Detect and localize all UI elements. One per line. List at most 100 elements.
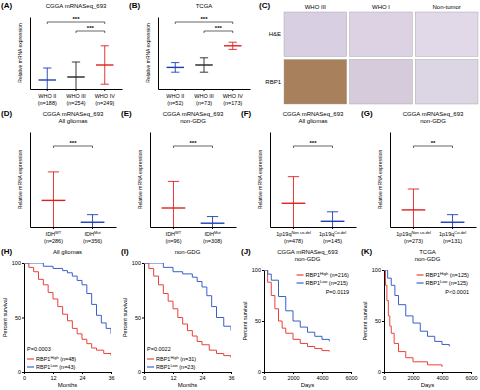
error-bar [288,177,299,227]
y-tick: 100 [12,260,24,266]
marks [39,46,114,89]
column-header: Non-tumor [432,4,460,10]
y-axis [270,133,271,228]
y-axis [30,133,31,228]
error-bar [43,68,51,89]
category-n: (n=286) [44,238,63,244]
legend-superscript: High [440,271,448,276]
y-axis-title: Relative mRNA expression [17,150,23,210]
panel: (G)CGGA mRNASeq_693non-GDG1p19qNon co-de… [361,109,477,244]
error-bar [48,172,59,227]
panel-title: CGGA mRNASeq_693 [403,111,464,117]
x-tick-label: 1p19qCo-del(n=145) [319,230,346,244]
panel-title: TCGA [419,249,436,255]
legend-swatch [27,358,34,359]
x-tick-mark [452,227,453,229]
x-tick-label: IDHMut(n=308) [203,230,222,244]
legend-label: RBP1Low (n=23) [156,363,195,370]
category-text: IDH [46,231,56,237]
category-n: (n=308) [203,238,222,244]
x-tick: WHO II(n=52) [166,89,184,106]
panel-letter: (F) [241,109,252,118]
x-tick: 12 [170,372,176,381]
x-tick: IDHMut(n=356) [83,227,102,244]
x-tick-label: WHO III(n=254) [66,93,86,106]
y-tick-mark [382,372,384,373]
plot: 1p19qNon co-del(n=478)1p19qCo-del(n=145)… [257,133,357,244]
panel: (C)WHO IIIWHO INon-tumorH&ERBP1 [259,1,478,104]
x-tick-label: 0 [143,375,146,381]
x-tick-label: 24 [199,375,205,381]
x-tick-label: 0 [383,375,386,381]
x-tick-label: 2000 [407,375,419,381]
x-tick-mark [442,372,443,374]
legend-swatch [297,274,304,275]
survival-curve [384,270,449,347]
x-axis: 0 12 24 36 [143,372,235,381]
x-tick-label: 1p19qCo-del(n=131) [439,230,466,244]
legend-label: RBP1High (n=125) [426,271,469,278]
x-tick-label: 1p19qNon co-del(n=273) [396,230,431,244]
x-tick-mark [413,372,414,374]
x-tick-label: IDHWT(n=286) [44,230,63,244]
x-tick-mark [212,227,213,229]
axis-line [264,271,265,373]
x-tick-label: WHO III(n=73) [194,93,214,106]
x-tick: 12 [50,372,56,381]
y-axis-title: Percent survival [242,301,248,340]
p-value: P=0.0003 [27,346,51,352]
x-tick-mark [232,89,233,91]
marks [42,172,105,227]
axis-line [30,133,31,228]
panel: (A)CGGA mRNASeq_693WHO II(n=188)WHO III(… [1,1,123,106]
panel-title: CGGA mRNASeq_693 [283,111,344,117]
y-axis: 050100 [12,260,25,375]
category-n: (n=356) [83,238,102,244]
y-tick-mark [22,263,24,264]
category-n: (n=273) [404,238,423,244]
x-tick-label: 12 [50,375,56,381]
category-text: 1p19q [319,231,334,237]
legend-n: (n=48) [59,356,77,362]
legend-superscript: High [50,355,58,360]
legend-label: RBP1High (n=216) [306,271,349,278]
micrograph [350,12,413,57]
y-tick: 100 [252,267,264,273]
x-tick: WHO II(n=188) [38,89,57,106]
significance-label: *** [87,25,95,31]
figure: (A)CGGA mRNASeq_693WHO II(n=188)WHO III(… [0,0,480,390]
panel: (D)CGGA mRNASeq_693All gliomasIDHWT(n=28… [1,109,117,244]
y-tick-mark [262,372,264,373]
category-text: IDH [204,231,214,237]
legend-n: (n=23) [178,364,196,370]
micrograph [284,12,347,57]
plot: 1p19qNon co-del(n=273) 1p19qCo-del(n=131)… [377,133,477,244]
legend-name: RBP1 [306,280,320,286]
y-axis-title: Relative mRNA expression [257,150,263,210]
significance-bracket [175,22,233,24]
significance-bracket [47,22,105,24]
x-tick-mark [293,227,294,229]
x-axis: 1p19qNon co-del(n=273) 1p19qCo-del(n=131) [391,227,477,244]
panel-title: CGGA mRNASeq_693 [43,111,104,117]
y-tick: 50 [15,315,24,321]
x-tick-label: 12 [170,375,176,381]
x-tick: 0 [143,372,146,381]
category-superscript: WT [175,230,182,235]
micrograph [415,60,478,105]
row-header: RBP1 [265,79,281,85]
x-axis-title: Days [421,382,435,388]
legend-entry: RBP1Low (n=125) [417,279,469,286]
x-tick: 36 [228,372,234,381]
survival-curve [144,263,231,358]
x-tick-label: IDHMut(n=356) [83,230,102,244]
x-tick-label: 24 [79,375,85,381]
category-n: (n=249) [95,100,114,106]
category-superscript: Non co-del [291,230,310,235]
plot: IDHWT(n=96)IDHMut(n=308)Relative mRNA ex… [137,133,237,244]
y-axis-title: Relative mRNA expression [377,150,383,210]
x-tick-label: WHO II(n=188) [38,93,57,106]
x-tick-label: 0 [23,375,26,381]
panel: (H)All gliomas0122436050100MonthsPercent… [1,247,115,388]
panel-title: non-GDG [180,118,206,124]
